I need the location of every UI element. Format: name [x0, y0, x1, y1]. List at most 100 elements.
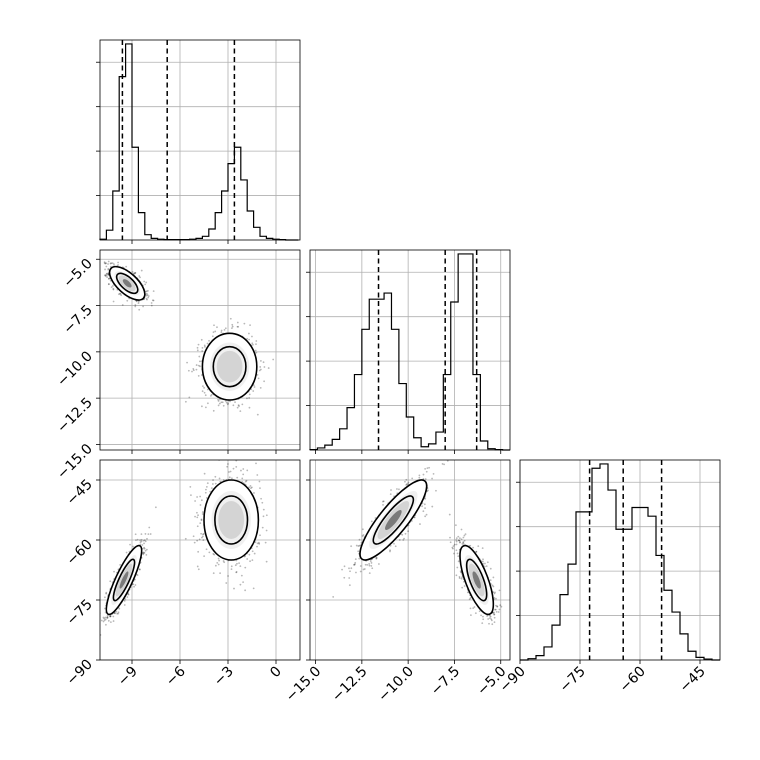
scatter-point [142, 553, 145, 556]
scatter-point [205, 548, 208, 551]
scatter-point [129, 543, 131, 546]
scatter-point [208, 339, 210, 342]
scatter-point [217, 563, 220, 566]
scatter-point [267, 367, 270, 369]
scatter-point [113, 263, 115, 266]
scatter-point [238, 405, 240, 407]
x-tick-label: −9 [115, 664, 141, 690]
scatter-point [191, 370, 193, 373]
scatter-point [472, 546, 475, 549]
scatter-point [361, 528, 364, 531]
scatter-point [404, 532, 407, 535]
scatter-point [197, 364, 200, 367]
scatter-point [206, 342, 209, 345]
scatter-point [402, 539, 405, 541]
scatter-point [236, 325, 239, 328]
scatter-point [212, 552, 215, 555]
scatter-point [119, 293, 122, 295]
scatter-point [206, 482, 209, 485]
scatter-point [196, 346, 199, 349]
scatter-point [259, 487, 261, 489]
scatter-point [404, 480, 406, 483]
scatter-point [458, 575, 461, 578]
scatter-point [109, 615, 112, 618]
scatter-point [214, 330, 217, 333]
scatter-point [425, 470, 428, 473]
scatter-point [145, 292, 148, 295]
scatter-point [107, 283, 110, 285]
scatter-point [134, 533, 137, 536]
scatter-point [244, 566, 247, 569]
scatter-point [368, 572, 371, 575]
scatter-point [190, 494, 192, 497]
scatter-point [201, 390, 204, 393]
scatter-point [418, 476, 421, 479]
scatter-point [196, 496, 198, 498]
scatter-point [202, 533, 204, 536]
scatter-point [210, 487, 213, 490]
scatter-point [236, 476, 239, 479]
scatter-point [424, 515, 427, 518]
scatter-point [109, 614, 112, 617]
panel-frame [519, 459, 721, 661]
scatter-point [104, 268, 106, 271]
scatter-point [231, 323, 234, 326]
scatter-point [398, 488, 400, 491]
scatter-point [401, 533, 404, 536]
scatter-point [223, 328, 226, 331]
scatter-point [147, 533, 150, 536]
scatter-point [197, 568, 200, 571]
scatter-point [109, 615, 112, 618]
scatter-point [259, 368, 262, 371]
scatter-point [198, 355, 201, 358]
scatter-point [102, 620, 105, 623]
scatter-point [441, 463, 444, 465]
scatter-point [493, 611, 495, 614]
density-fill [119, 571, 129, 589]
scatter-point [203, 472, 206, 475]
scatter-point [213, 324, 215, 327]
scatter-point [252, 390, 255, 392]
scatter-point [139, 541, 142, 544]
scatter-point [259, 366, 262, 368]
scatter-point [246, 397, 248, 400]
scatter-point [103, 261, 106, 264]
scatter-point [427, 489, 429, 492]
contour-line [201, 332, 258, 401]
scatter-point [204, 346, 206, 348]
scatter-point [145, 553, 148, 556]
scatter-point [144, 549, 147, 552]
scatter-point [242, 581, 245, 583]
scatter-point [107, 267, 110, 270]
scatter-point [443, 463, 446, 466]
scatter-point [110, 286, 113, 289]
scatter-point [145, 281, 148, 284]
scatter-point [203, 555, 206, 558]
scatter-point [199, 365, 201, 368]
scatter-point [259, 360, 262, 362]
scatter-point [446, 460, 449, 462]
scatter-point [202, 533, 205, 535]
scatter-point [105, 591, 108, 594]
scatter-point [195, 368, 198, 371]
scatter-point [196, 525, 199, 528]
scatter-point [237, 325, 240, 328]
scatter-point [358, 538, 361, 541]
scatter-point [106, 272, 109, 275]
scatter-point [107, 260, 110, 263]
scatter-point [425, 513, 428, 516]
scatter-point [100, 619, 103, 622]
scatter-point [238, 562, 240, 565]
scatter-point [104, 274, 106, 277]
scatter-point [200, 532, 203, 535]
scatter-point [192, 368, 195, 370]
scatter-point [265, 529, 268, 532]
scatter-point [493, 592, 496, 595]
scatter-point [131, 271, 134, 273]
scatter-point [200, 374, 203, 376]
scatter-point [135, 300, 138, 303]
scatter-point [255, 340, 258, 342]
scatter-point [236, 321, 239, 324]
scatter-point [211, 335, 214, 338]
scatter-point [262, 515, 265, 518]
